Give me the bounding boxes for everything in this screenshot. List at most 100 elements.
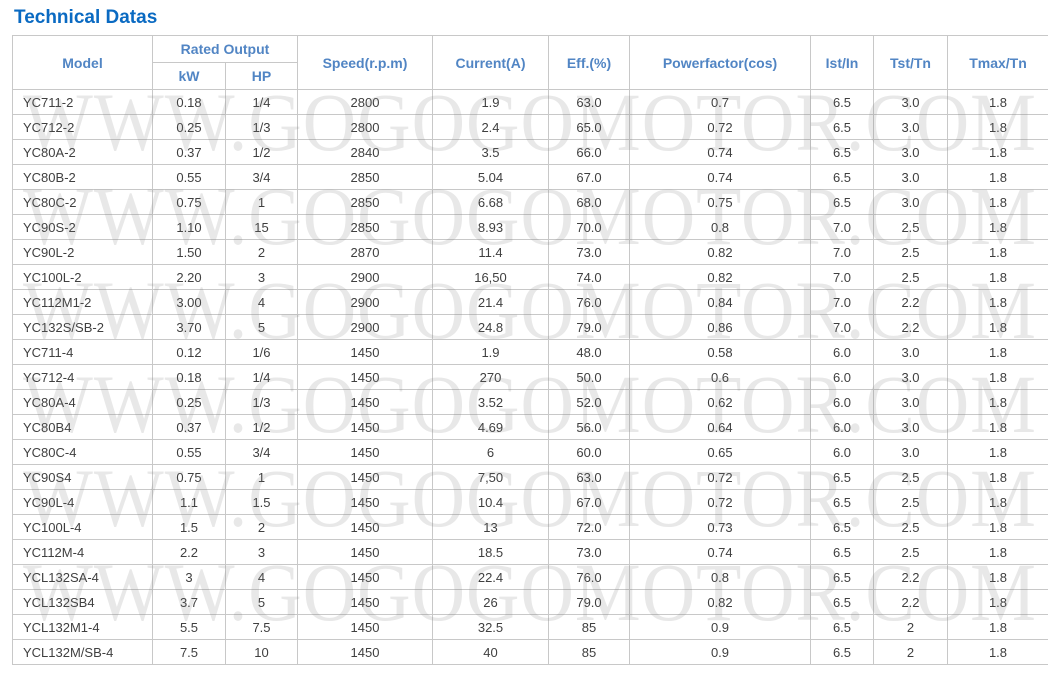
value-cell: 66.0 <box>548 139 630 165</box>
value-cell: 2850 <box>297 214 433 240</box>
value-cell: 1.8 <box>947 589 1048 615</box>
value-cell: 2.2 <box>152 539 226 565</box>
col-header-rated-output: Rated Output <box>152 35 298 63</box>
value-cell: 1.9 <box>432 89 549 115</box>
model-cell: YC112M-4 <box>12 539 153 565</box>
table-row: YC712-2 0.25 1/3 2800 2.4 65.0 0.72 6.5 3.0 1.8 <box>12 114 1048 140</box>
model-cell: YC90S4 <box>12 464 153 490</box>
value-cell: 1.8 <box>947 214 1048 240</box>
value-cell: 7.0 <box>810 289 874 315</box>
table-row: YC80A-2 0.37 1/2 2840 3.5 66.0 0.74 6.5 3.0 1.8 <box>12 139 1048 165</box>
model-cell: YC80A-2 <box>12 139 153 165</box>
value-cell: 70.0 <box>548 214 630 240</box>
value-cell: 32.5 <box>432 614 549 640</box>
model-cell: YC80B4 <box>12 414 153 440</box>
value-cell: 3.7 <box>152 589 226 615</box>
value-cell: 3.0 <box>873 389 948 415</box>
value-cell: 7.0 <box>810 314 874 340</box>
value-cell: 85 <box>548 614 630 640</box>
value-cell: 1450 <box>297 389 433 415</box>
technical-data-table-wrap: Model Rated Output Speed(r.p.m) Current(… <box>12 35 1048 665</box>
value-cell: 1.8 <box>947 489 1048 515</box>
value-cell: 7,50 <box>432 464 549 490</box>
value-cell: 6.0 <box>810 339 874 365</box>
value-cell: 1.8 <box>947 314 1048 340</box>
value-cell: 1.8 <box>947 164 1048 190</box>
table-row: YCL132M/SB-4 7.5 10 1450 40 85 0.9 6.5 2 1.8 <box>12 639 1048 665</box>
value-cell: 0.72 <box>629 464 811 490</box>
value-cell: 1.8 <box>947 564 1048 590</box>
value-cell: 2840 <box>297 139 433 165</box>
value-cell: 48.0 <box>548 339 630 365</box>
value-cell: 6.0 <box>810 414 874 440</box>
table-row: YC80C-2 0.75 1 2850 6.68 68.0 0.75 6.5 3.0 1.8 <box>12 189 1048 215</box>
model-cell: YC100L-2 <box>12 264 153 290</box>
value-cell: 2.5 <box>873 214 948 240</box>
value-cell: 0.75 <box>152 189 226 215</box>
value-cell: 0.74 <box>629 164 811 190</box>
value-cell: 79.0 <box>548 314 630 340</box>
value-cell: 1450 <box>297 639 433 665</box>
value-cell: 1.8 <box>947 514 1048 540</box>
value-cell: 0.72 <box>629 114 811 140</box>
value-cell: 2850 <box>297 189 433 215</box>
value-cell: 3.0 <box>873 89 948 115</box>
value-cell: 270 <box>432 364 549 390</box>
value-cell: 1/6 <box>225 339 298 365</box>
value-cell: 65.0 <box>548 114 630 140</box>
value-cell: 1 <box>225 189 298 215</box>
value-cell: 76.0 <box>548 289 630 315</box>
value-cell: 24.8 <box>432 314 549 340</box>
col-header-model: Model <box>12 35 153 90</box>
value-cell: 0.25 <box>152 114 226 140</box>
page-title: Technical Datas <box>14 7 158 28</box>
value-cell: 1 <box>225 464 298 490</box>
value-cell: 0.12 <box>152 339 226 365</box>
value-cell: 1.8 <box>947 364 1048 390</box>
value-cell: 3 <box>225 264 298 290</box>
value-cell: 68.0 <box>548 189 630 215</box>
value-cell: 1450 <box>297 414 433 440</box>
value-cell: 0.58 <box>629 339 811 365</box>
value-cell: 1.8 <box>947 264 1048 290</box>
value-cell: 2.2 <box>873 564 948 590</box>
value-cell: 2 <box>225 514 298 540</box>
value-cell: 6.5 <box>810 639 874 665</box>
value-cell: 0.18 <box>152 364 226 390</box>
value-cell: 1450 <box>297 439 433 465</box>
value-cell: 1/2 <box>225 414 298 440</box>
table-row: YC711-4 0.12 1/6 1450 1.9 48.0 0.58 6.0 3.0 1.8 <box>12 339 1048 365</box>
value-cell: 0.6 <box>629 364 811 390</box>
value-cell: 3.0 <box>873 414 948 440</box>
model-cell: YC90L-2 <box>12 239 153 265</box>
value-cell: 2.2 <box>873 289 948 315</box>
table-row: YC712-4 0.18 1/4 1450 270 50.0 0.6 6.0 3.0 1.8 <box>12 364 1048 390</box>
value-cell: 3.0 <box>873 189 948 215</box>
value-cell: 6.5 <box>810 139 874 165</box>
table-row: YC100L-2 2.20 3 2900 16,50 74.0 0.82 7.0 2.5 1.8 <box>12 264 1048 290</box>
value-cell: 0.75 <box>152 464 226 490</box>
value-cell: 2.5 <box>873 514 948 540</box>
value-cell: 1450 <box>297 514 433 540</box>
value-cell: 6.5 <box>810 614 874 640</box>
value-cell: 0.62 <box>629 389 811 415</box>
col-header-hp: HP <box>225 62 298 90</box>
value-cell: 1.5 <box>225 489 298 515</box>
value-cell: 1.9 <box>432 339 549 365</box>
value-cell: 6.5 <box>810 189 874 215</box>
value-cell: 3.0 <box>873 164 948 190</box>
value-cell: 1/4 <box>225 89 298 115</box>
value-cell: 4.69 <box>432 414 549 440</box>
col-header-tst-tn: Tst/Tn <box>873 35 948 90</box>
value-cell: 5 <box>225 589 298 615</box>
value-cell: 63.0 <box>548 89 630 115</box>
col-header-kw: kW <box>152 62 226 90</box>
model-cell: YC711-4 <box>12 339 153 365</box>
value-cell: 1/3 <box>225 114 298 140</box>
table-row: YC90L-2 1.50 2 2870 11.4 73.0 0.82 7.0 2.5 1.8 <box>12 239 1048 265</box>
value-cell: 0.37 <box>152 414 226 440</box>
value-cell: 5.5 <box>152 614 226 640</box>
value-cell: 1450 <box>297 564 433 590</box>
value-cell: 1450 <box>297 614 433 640</box>
value-cell: 1.8 <box>947 389 1048 415</box>
